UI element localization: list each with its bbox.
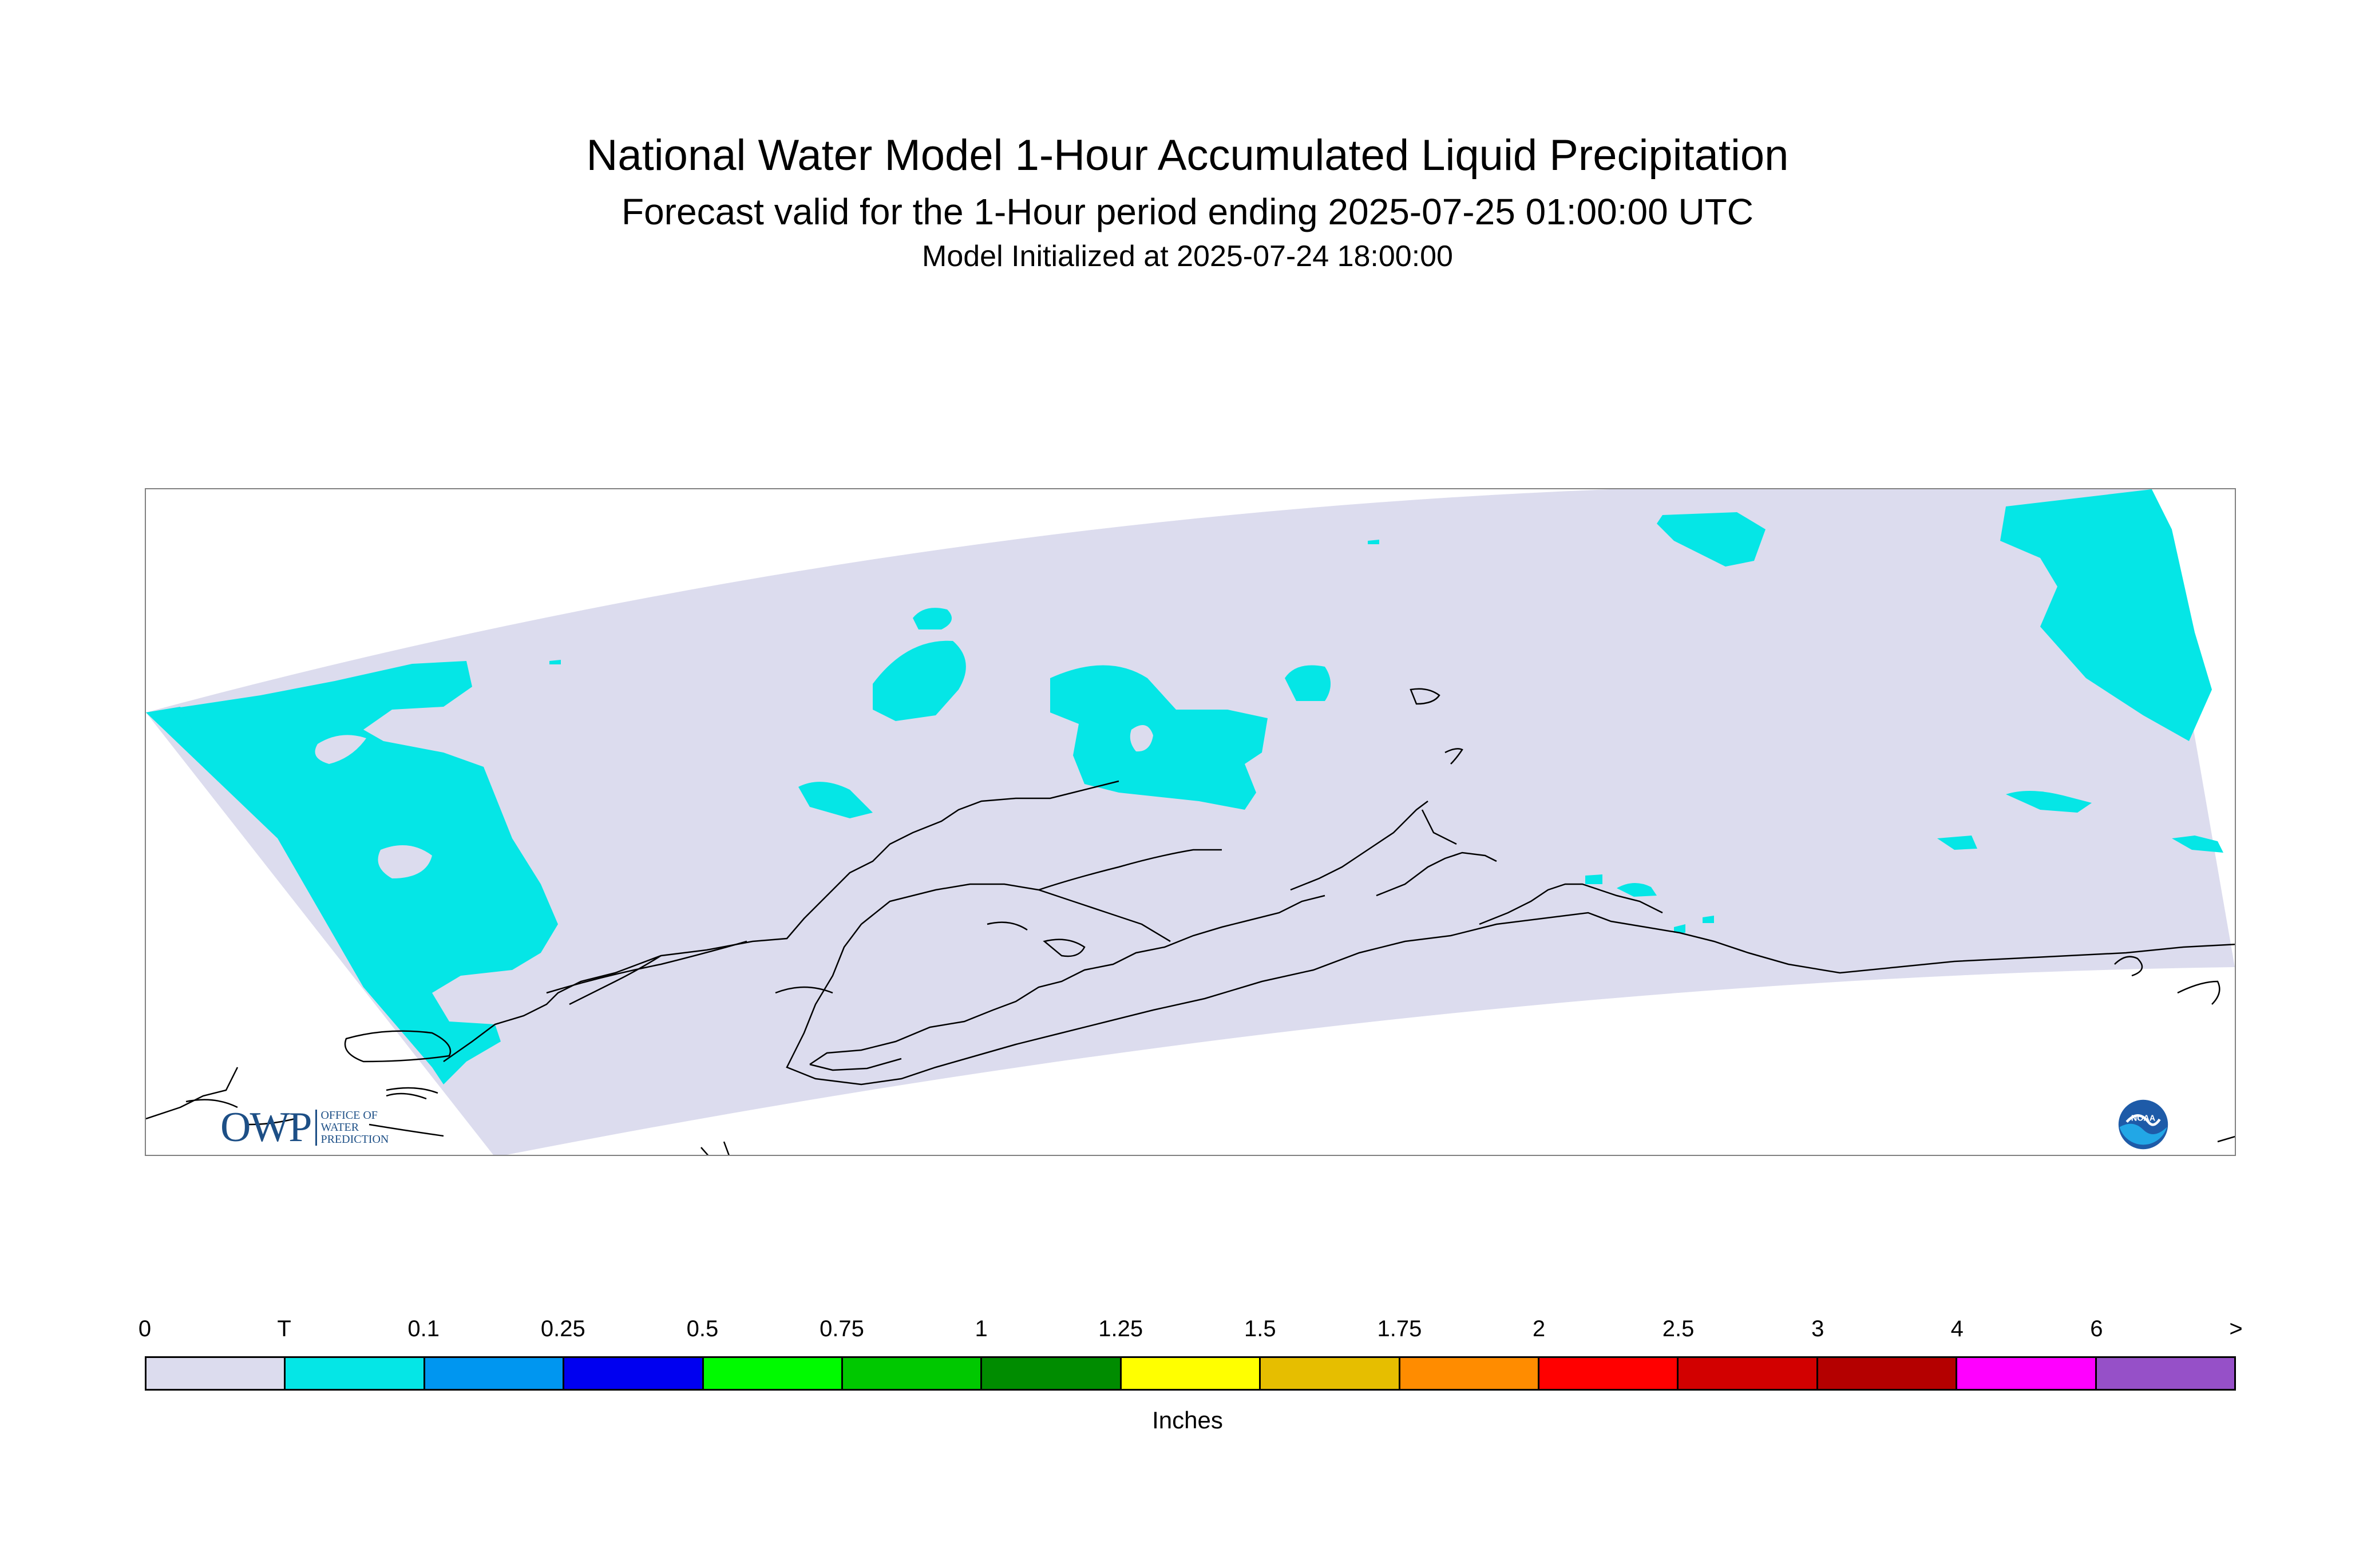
precip-east-blob-3	[2172, 836, 2223, 853]
colorbar-tick-label: 2	[1532, 1316, 1546, 1341]
colorbar-tick-label: 1.75	[1377, 1316, 1422, 1341]
colorbar-segment	[1400, 1358, 1540, 1389]
colorbar-segment	[425, 1358, 565, 1389]
precip-cluster-b	[873, 640, 966, 721]
coastline-southwest	[344, 1030, 730, 1155]
chart-title: National Water Model 1-Hour Accumulated …	[586, 131, 1789, 180]
precip-map	[146, 489, 2235, 1155]
colorbar-segment	[1957, 1358, 2097, 1389]
colorbar-tick-label: 3	[1811, 1316, 1824, 1341]
precip-dot-4	[549, 660, 561, 664]
coastline-islands-1	[809, 894, 1325, 1071]
precip-west-band	[146, 661, 558, 1084]
colorbar-segment	[147, 1358, 286, 1389]
svg-text:NOAA: NOAA	[2131, 1114, 2156, 1123]
coastline-peninsula	[546, 940, 747, 1005]
precip-small-blob-1	[1285, 665, 1331, 701]
colorbar-tick-label: T	[277, 1316, 291, 1341]
colorbar-segment	[1121, 1358, 1261, 1389]
coastline-mainland	[443, 780, 2235, 1086]
precip-coast-dot-1	[1674, 924, 1685, 933]
colorbar-tick-label: 0	[138, 1316, 152, 1341]
colorbar-units: Inches	[1152, 1407, 1223, 1434]
colorbar-tick-label: 1.25	[1098, 1316, 1143, 1341]
precip-east-blob-1	[2006, 790, 2092, 813]
chart-subtitle: Forecast valid for the 1-Hour period end…	[621, 191, 1754, 232]
precip-far-west-tip	[146, 707, 192, 730]
precip-small-blob-2	[798, 782, 873, 818]
dry-hole-west-small	[315, 735, 366, 764]
colorbar-tick-label: 1	[975, 1316, 988, 1341]
map-panel: OWP OFFICE OF WATER PREDICTION NOAA	[145, 488, 2236, 1156]
colorbar-tick-label: 2.5	[1662, 1316, 1695, 1341]
colorbar-segment	[703, 1358, 844, 1389]
colorbar	[145, 1356, 2236, 1391]
precip-coast-dot-2	[1703, 916, 1714, 923]
colorbar-tick-label: 0.1	[407, 1316, 440, 1341]
coastline-island-north	[1410, 688, 1463, 765]
colorbar-segment	[1539, 1358, 1679, 1389]
colorbar-tick-label: 4	[1950, 1316, 1964, 1341]
colorbar-segment	[564, 1358, 704, 1389]
precip-east-blob-2	[1937, 836, 1977, 850]
colorbar-segment	[1261, 1358, 1400, 1389]
noaa-logo-icon: NOAA	[2118, 1099, 2168, 1150]
model-init-label: Model Initialized at 2025-07-24 18:00:00	[922, 240, 1453, 273]
precip-coast-blob-1	[1617, 882, 1657, 897]
coastline-east	[2114, 956, 2235, 1143]
colorbar-segment	[2096, 1358, 2235, 1389]
colorbar-segment	[286, 1358, 425, 1389]
colorbar-tick-label: 0.25	[540, 1316, 585, 1341]
precip-north-center	[1657, 512, 1766, 567]
coastline-far-west	[146, 1067, 444, 1137]
coastline-lake	[987, 921, 1086, 957]
precip-cluster-b-top	[913, 608, 952, 629]
colorbar-segment	[982, 1358, 1122, 1389]
colorbar-tick-label: >	[2229, 1316, 2243, 1341]
colorbar-tick-label: 0.5	[686, 1316, 719, 1341]
model-domain	[146, 489, 2235, 1155]
precip-coast-blob-2	[1585, 874, 1602, 884]
colorbar-tick-label: 1.5	[1244, 1316, 1276, 1341]
colorbar-tick-label: 0.75	[820, 1316, 864, 1341]
precip-cluster-a	[1050, 665, 1268, 810]
owp-logo-mark: OWP	[220, 1104, 312, 1151]
owp-logo-text: OFFICE OF WATER PREDICTION	[315, 1109, 389, 1146]
precip-dot-3	[1368, 540, 1379, 544]
precip-ne-band	[2000, 489, 2212, 741]
colorbar-segment	[1818, 1358, 1958, 1389]
coastline-islands-2	[1290, 801, 1663, 925]
dry-hole-west	[378, 845, 432, 878]
dry-hole-cluster	[1130, 725, 1153, 752]
owp-logo: OWP OFFICE OF WATER PREDICTION	[220, 1104, 389, 1151]
colorbar-segment	[1679, 1358, 1818, 1389]
colorbar-segment	[843, 1358, 983, 1389]
colorbar-tick-label: 6	[2090, 1316, 2103, 1341]
